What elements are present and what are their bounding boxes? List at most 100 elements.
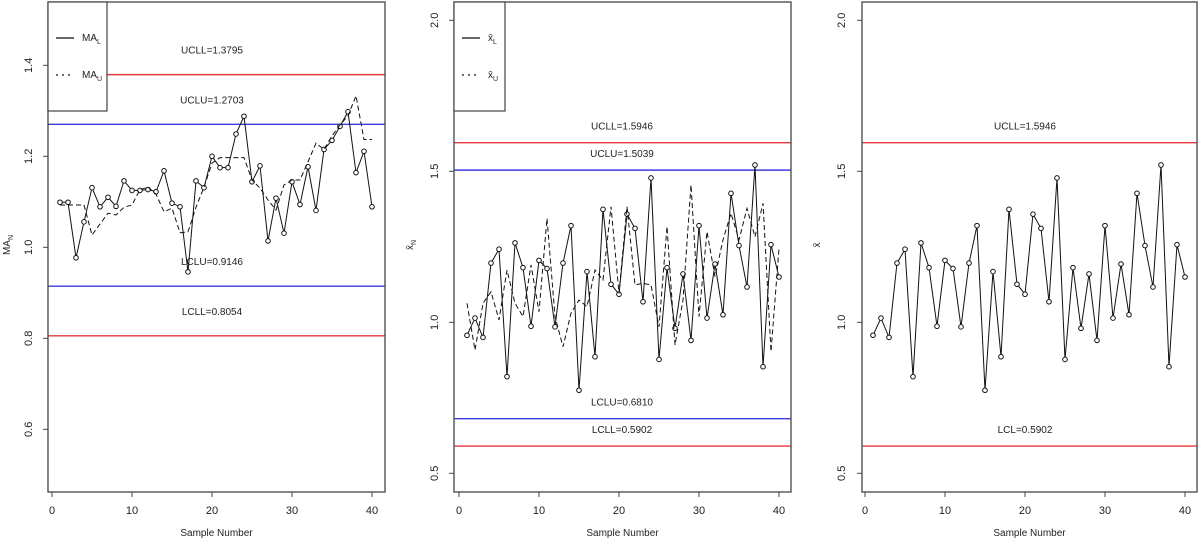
y-tick-label: 2.0 bbox=[836, 13, 848, 28]
data-point-marker bbox=[528, 323, 534, 330]
control-limit-label: UCLL=1.3795 bbox=[181, 46, 243, 57]
data-point-marker bbox=[664, 264, 670, 271]
y-axis-title: x̄N bbox=[405, 240, 418, 250]
plot-frame bbox=[453, 1, 792, 493]
y-tick-label: 0.5 bbox=[429, 466, 441, 481]
data-point-marker bbox=[480, 334, 486, 341]
data-point-marker bbox=[1022, 291, 1028, 298]
data-point-marker bbox=[512, 240, 518, 246]
data-point-marker bbox=[768, 241, 774, 248]
data-point-marker bbox=[894, 260, 900, 266]
data-point-marker bbox=[488, 260, 494, 266]
data-point-marker bbox=[1118, 261, 1124, 267]
data-point-marker bbox=[89, 184, 95, 191]
x-tick-label: 0 bbox=[49, 505, 55, 517]
y-tick-label: 0.8 bbox=[23, 331, 35, 346]
data-point-marker bbox=[974, 222, 980, 229]
y-tick-label: 1.4 bbox=[23, 58, 35, 73]
data-point-marker bbox=[950, 265, 956, 272]
y-tick-label: 0.6 bbox=[23, 422, 35, 437]
data-point-marker bbox=[1038, 225, 1044, 232]
data-point-marker bbox=[1182, 274, 1188, 280]
y-tick-label: 0.5 bbox=[836, 466, 848, 481]
data-point-marker bbox=[576, 387, 582, 394]
y-tick-label: 1.2 bbox=[23, 149, 35, 164]
data-point-marker bbox=[105, 194, 111, 201]
legend-box bbox=[453, 1, 506, 112]
chart-panel-right: UCLL=1.5946 LCL=0.5902 0 10 20 30 40 Sample Num… bbox=[812, 1, 1198, 539]
series-line-x̄_U bbox=[466, 184, 780, 352]
data-point-marker bbox=[958, 324, 964, 330]
x-tick-label: 40 bbox=[366, 505, 378, 517]
data-point-marker bbox=[177, 204, 183, 210]
data-point-marker bbox=[536, 257, 542, 264]
data-point-marker bbox=[982, 387, 988, 394]
data-point-marker bbox=[504, 373, 510, 380]
data-point-marker bbox=[600, 206, 606, 213]
data-point-marker bbox=[752, 162, 758, 168]
y-tick-label: 1.0 bbox=[836, 315, 848, 330]
legend-label: MAU bbox=[82, 70, 102, 83]
data-point-marker bbox=[688, 337, 694, 344]
x-tick-label: 10 bbox=[533, 505, 545, 517]
data-point-marker bbox=[934, 323, 940, 330]
data-point-marker bbox=[1086, 271, 1092, 277]
data-point-marker bbox=[592, 353, 598, 360]
data-point-marker bbox=[1062, 356, 1068, 363]
data-point-marker bbox=[225, 164, 231, 171]
y-tick-label: 1.5 bbox=[836, 164, 848, 179]
y-axis-title: x̄ bbox=[812, 243, 823, 248]
data-point-marker bbox=[145, 186, 151, 193]
control-limit-label: LCLL=0.8054 bbox=[182, 307, 243, 318]
data-point-marker bbox=[1070, 264, 1076, 271]
data-point-marker bbox=[870, 332, 876, 339]
data-point-marker bbox=[57, 199, 63, 206]
legend: x̄L x̄U bbox=[453, 1, 506, 112]
control-limit-label: UCLL=1.5946 bbox=[591, 122, 653, 133]
data-point-marker bbox=[353, 169, 359, 176]
data-point-marker bbox=[720, 311, 726, 318]
series-line-MA_L bbox=[60, 110, 373, 272]
control-limit-label: LCLL=0.5902 bbox=[592, 425, 653, 436]
control-limit-label: UCLU=1.2703 bbox=[180, 95, 244, 106]
data-point-marker bbox=[297, 201, 303, 208]
data-point-marker bbox=[73, 254, 79, 261]
control-limit-label: LCL=0.5902 bbox=[998, 425, 1053, 436]
data-point-marker bbox=[760, 363, 766, 370]
data-point-marker bbox=[1030, 211, 1036, 217]
data-point-marker bbox=[1134, 190, 1140, 197]
data-point-marker bbox=[728, 190, 734, 197]
data-point-marker bbox=[153, 188, 159, 195]
data-point-marker bbox=[568, 222, 574, 229]
data-point-marker bbox=[209, 153, 215, 160]
x-tick-label: 20 bbox=[1019, 505, 1031, 517]
data-point-marker bbox=[608, 281, 614, 288]
data-point-marker bbox=[886, 334, 892, 341]
data-point-marker bbox=[656, 356, 662, 363]
data-point-marker bbox=[1158, 162, 1164, 168]
data-point-marker bbox=[464, 332, 470, 339]
data-point-marker bbox=[241, 113, 247, 120]
series-line-MA_U bbox=[60, 93, 372, 237]
data-point-marker bbox=[281, 230, 287, 236]
data-point-marker bbox=[313, 207, 319, 214]
x-tick-label: 20 bbox=[206, 505, 218, 517]
data-point-marker bbox=[121, 178, 127, 184]
data-point-marker bbox=[966, 260, 972, 266]
y-tick-label: 1.0 bbox=[23, 240, 35, 255]
data-point-marker bbox=[704, 315, 710, 321]
control-limit-label: UCLU=1.5039 bbox=[590, 149, 654, 160]
data-point-marker bbox=[632, 225, 638, 232]
x-axis-title: Sample Number bbox=[993, 528, 1066, 539]
data-point-marker bbox=[878, 315, 884, 321]
x-axis-title: Sample Number bbox=[180, 528, 253, 539]
data-point-marker bbox=[217, 164, 223, 171]
data-point-marker bbox=[624, 211, 630, 217]
chart-panel-middle: UCLL=1.5946 UCLU=1.5039 LCLU=0.6810 LCLL=0.… bbox=[405, 1, 792, 539]
control-limit-label: LCLU=0.6810 bbox=[591, 398, 653, 409]
data-point-marker bbox=[544, 265, 550, 272]
legend-box bbox=[47, 1, 108, 112]
x-tick-label: 30 bbox=[693, 505, 705, 517]
legend: MAL MAU bbox=[47, 1, 108, 112]
data-point-marker bbox=[193, 178, 199, 184]
